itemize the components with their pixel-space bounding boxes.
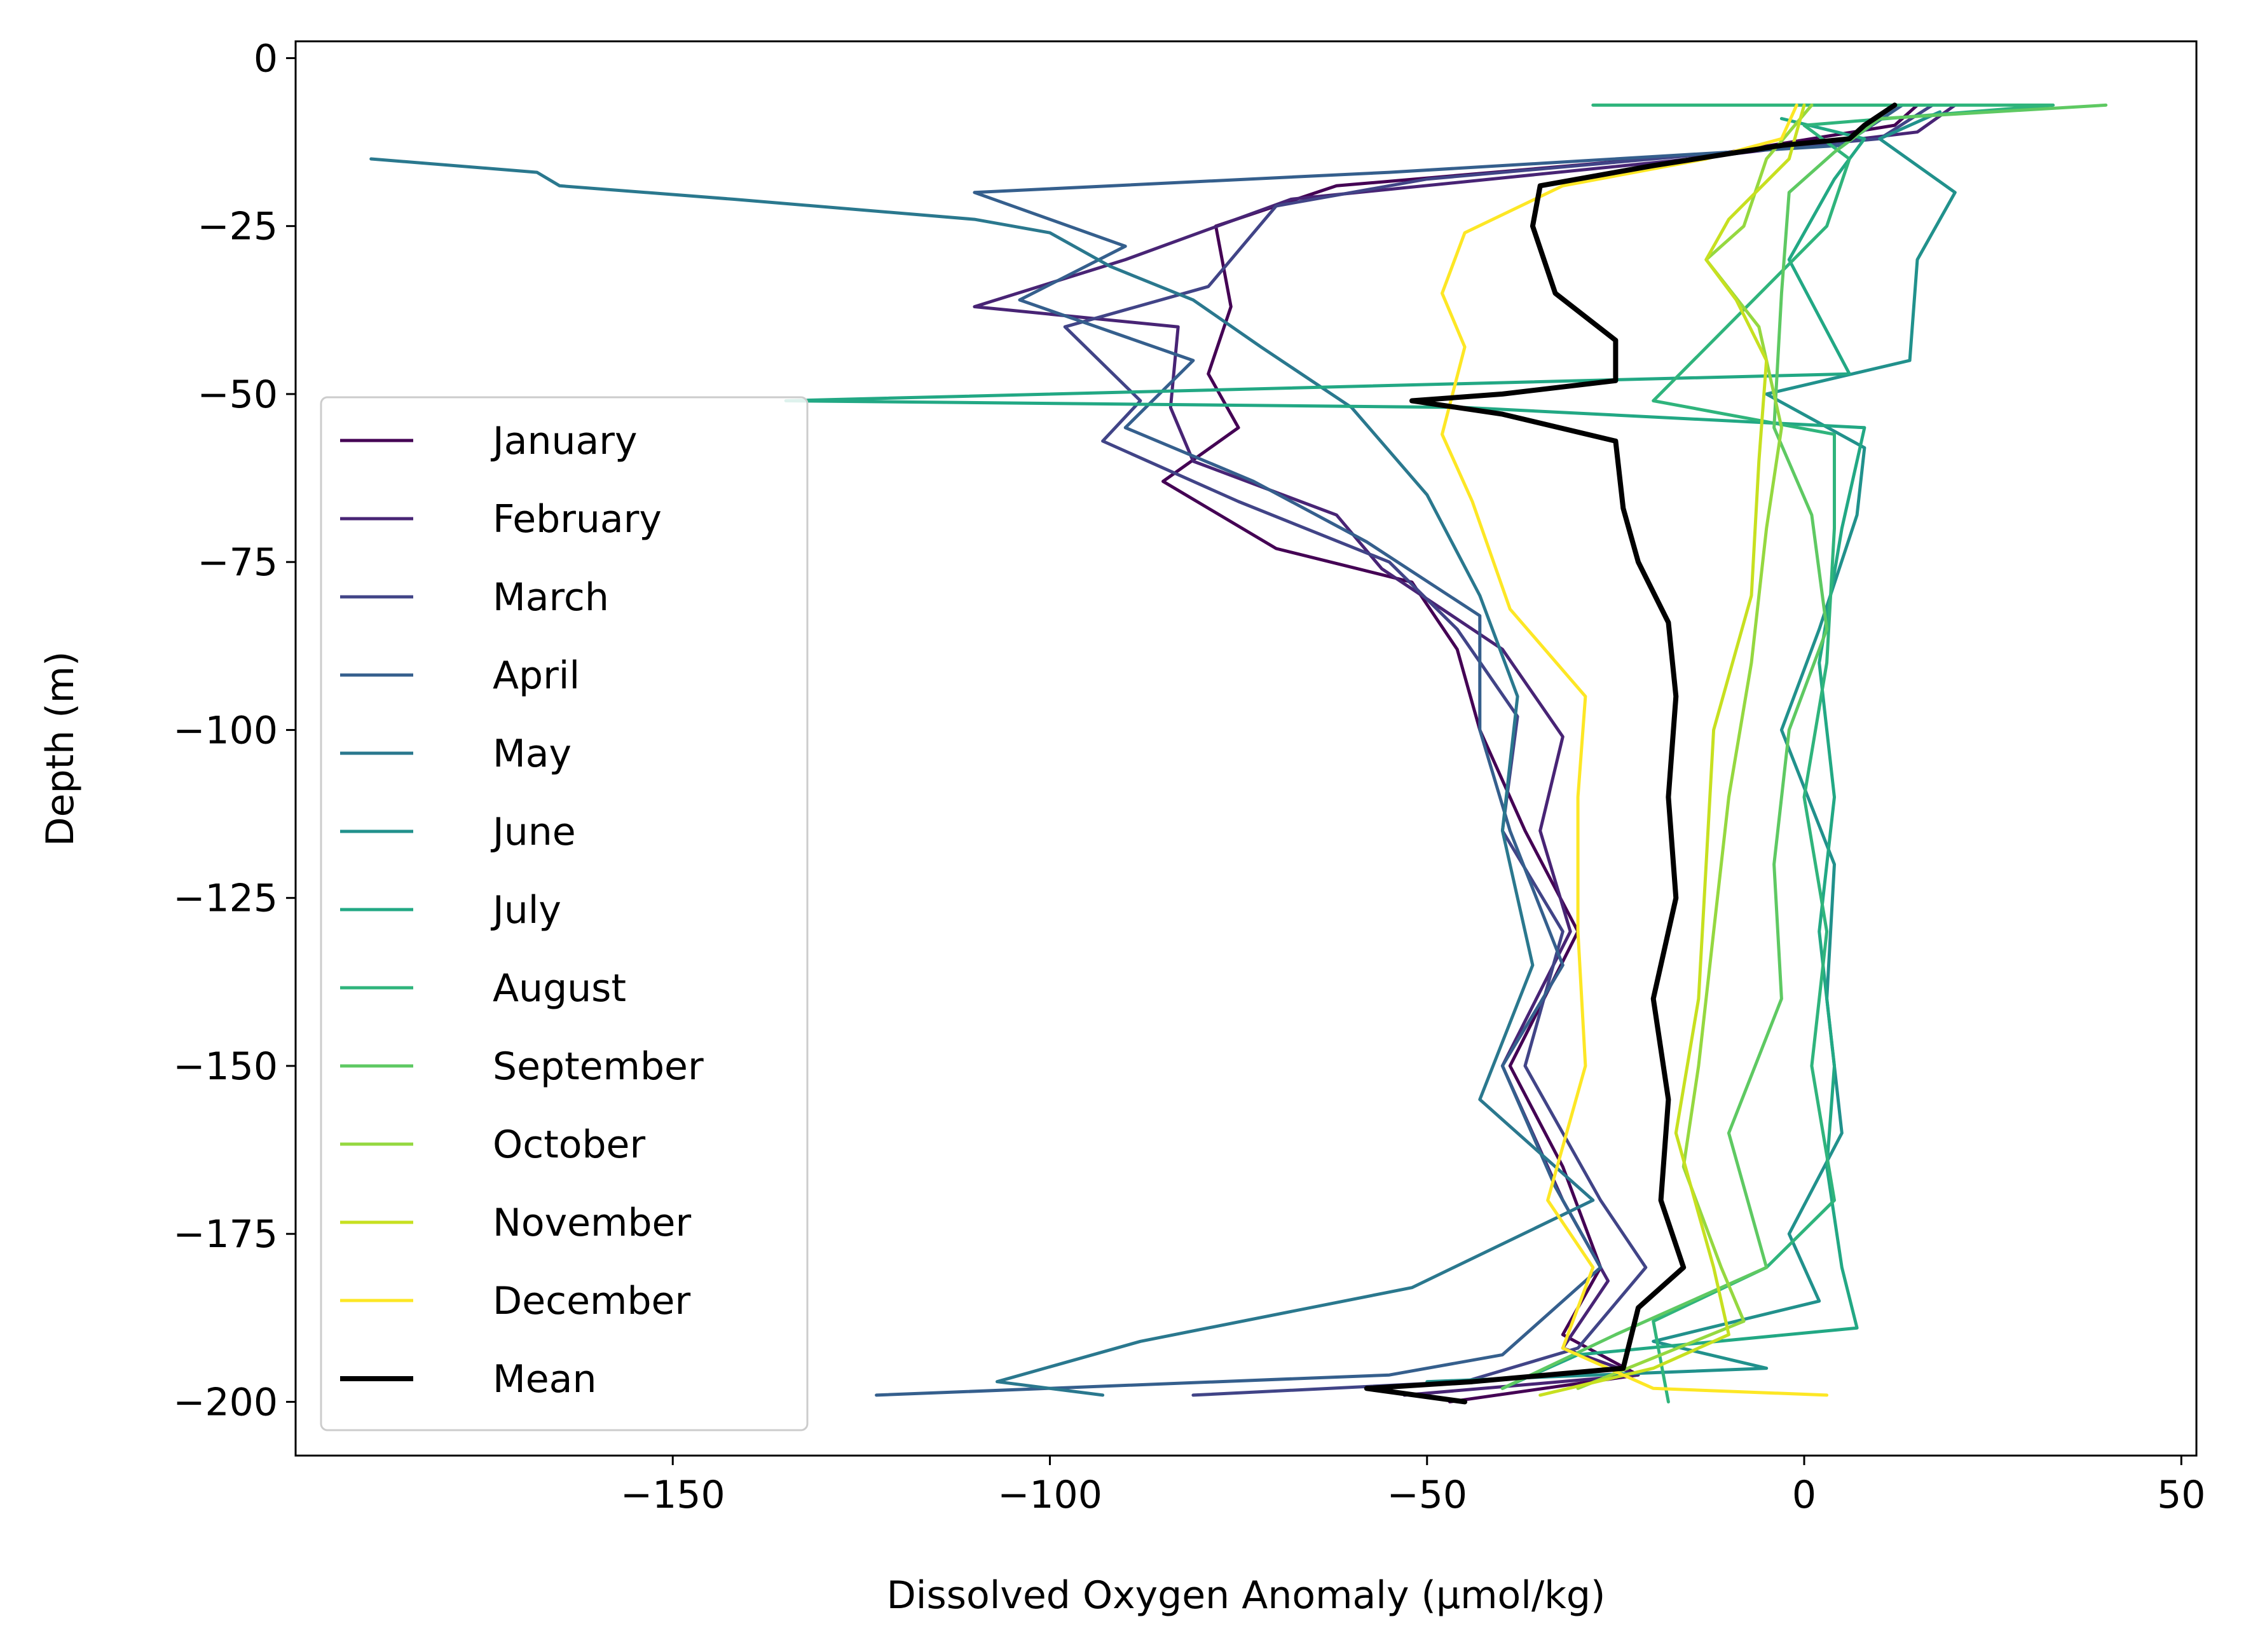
legend-label-august: August [493,966,626,1011]
legend-label-february: February [493,497,662,542]
series-line-october [1576,103,1814,1390]
legend-box [320,396,809,1431]
legend-label-january: January [490,419,637,463]
x-tick-label: −50 [1387,1473,1467,1517]
x-axis-ticks: −150 −100 −50 0 50 [620,1456,2205,1517]
series-line-june [1425,110,1957,1384]
y-tick-label: −125 [173,877,278,921]
legend-items: January February March April May June July Augu… [340,419,704,1402]
legend-label-july: July [490,888,561,932]
y-tick-label: −75 [197,540,278,585]
series-line-september [1500,103,2108,1390]
series-line-december [1441,103,1829,1397]
y-tick-label: 0 [254,36,278,81]
legend-label-november: November [493,1201,691,1245]
y-tick-label: −25 [197,205,278,249]
y-tick-label: −200 [173,1380,278,1424]
legend-label-october: October [493,1123,645,1167]
legend: January February March April May June July Augu… [320,396,809,1431]
legend-label-september: September [493,1044,704,1089]
x-tick-label: 0 [1792,1473,1816,1517]
legend-label-march: March [493,575,609,620]
y-tick-label: −100 [173,708,278,753]
x-axis-label: Dissolved Oxygen Anomaly (µmol/kg) [887,1573,1606,1618]
series-line-april [875,103,1904,1397]
legend-label-april: April [493,653,580,698]
x-tick-label: −100 [997,1473,1102,1517]
series-line-may [369,157,1595,1397]
legend-label-june: June [490,810,576,854]
series-lines [369,102,2108,1405]
y-tick-label: −150 [173,1044,278,1089]
series-line-march [1063,103,1934,1397]
x-tick-label: −150 [620,1473,725,1517]
y-axis-ticks: 0 −25 −50 −75 −100 −125 −150 −175 −200 [173,36,296,1424]
legend-label-mean: Mean [493,1357,596,1402]
legend-label-december: December [493,1279,690,1323]
x-tick-label: 50 [2157,1473,2205,1517]
series-line-mean [1364,102,1898,1405]
legend-label-may: May [493,732,572,776]
y-axis-label: Depth (m) [38,651,83,846]
axes-frame [294,40,2198,1457]
y-tick-label: −50 [197,372,278,417]
y-tick-label: −175 [173,1212,278,1257]
series-line-november [1538,103,1806,1397]
